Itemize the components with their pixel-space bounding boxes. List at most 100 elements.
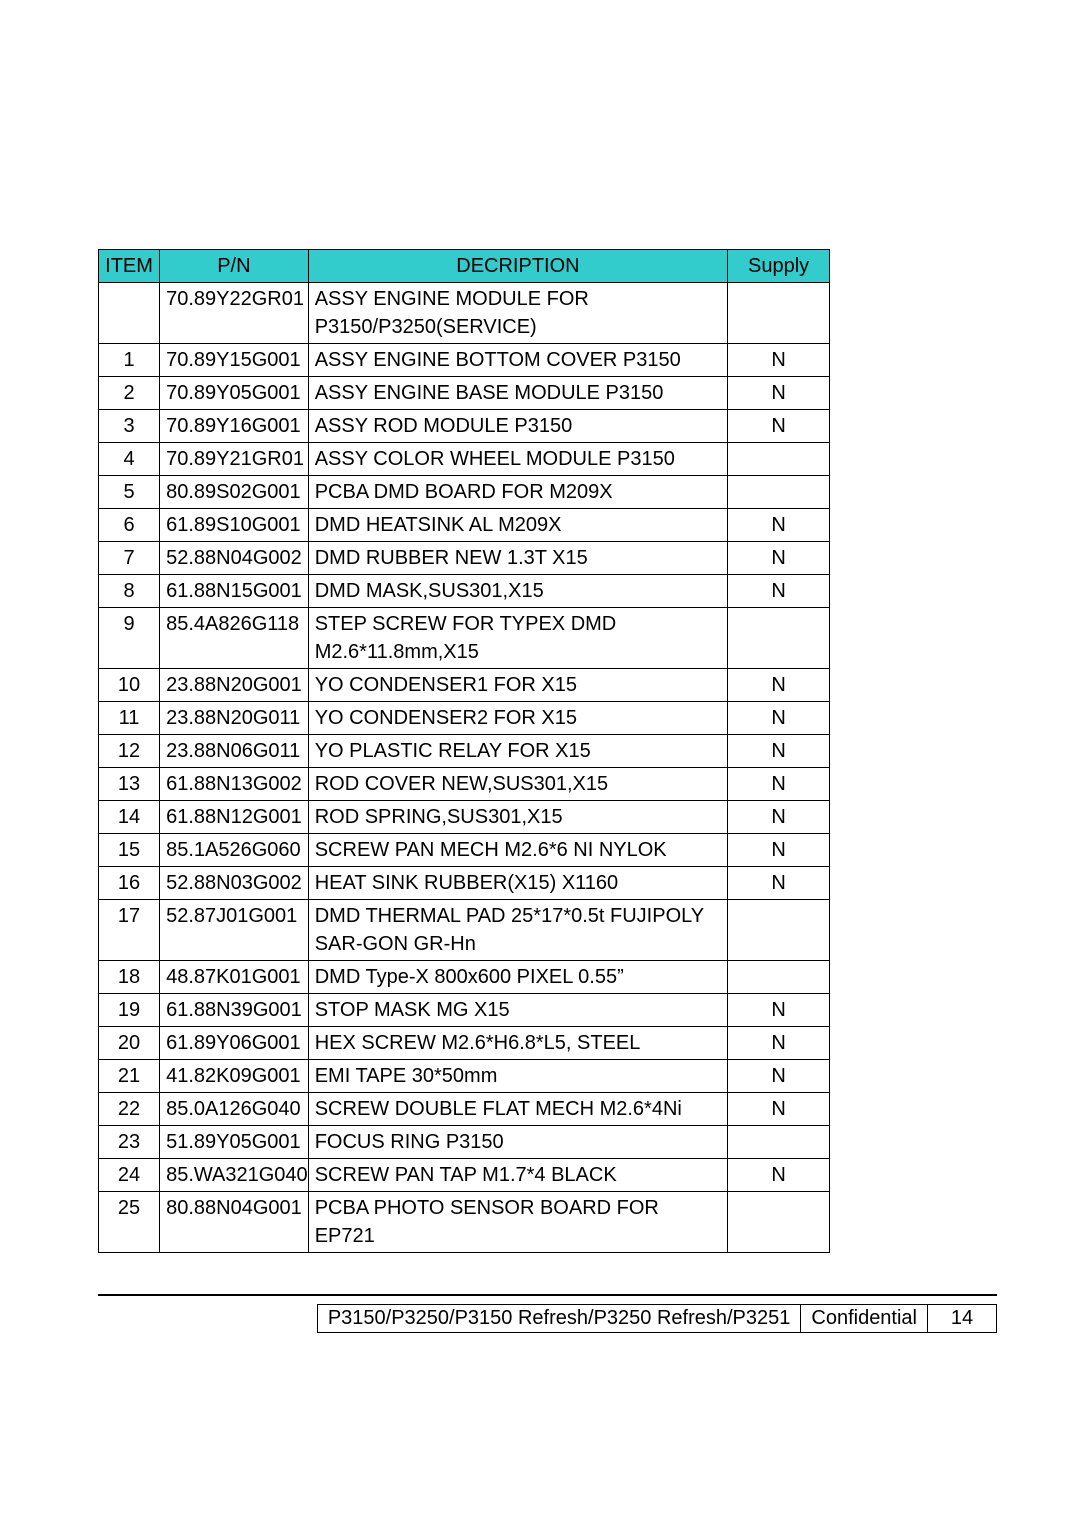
cell-supply: N: [728, 994, 830, 1027]
cell-pn: 70.89Y21GR01: [160, 443, 309, 476]
cell-item: 11: [99, 702, 160, 735]
cell-supply: N: [728, 509, 830, 542]
table-row: 1585.1A526G060SCREW PAN MECH M2.6*6 NI N…: [99, 834, 830, 867]
cell-pn: 85.4A826G118: [160, 608, 309, 669]
cell-description: HEAT SINK RUBBER(X15) X1160: [308, 867, 727, 900]
table-row: 470.89Y21GR01ASSY COLOR WHEEL MODULE P31…: [99, 443, 830, 476]
table-row: 1223.88N06G011YO PLASTIC RELAY FOR X15N: [99, 735, 830, 768]
cell-description: ASSY ROD MODULE P3150: [308, 410, 727, 443]
cell-pn: 85.1A526G060: [160, 834, 309, 867]
table-row: 2141.82K09G001EMI TAPE 30*50mmN: [99, 1060, 830, 1093]
cell-description: SCREW DOUBLE FLAT MECH M2.6*4Ni: [308, 1093, 727, 1126]
cell-description: HEX SCREW M2.6*H6.8*L5, STEEL: [308, 1027, 727, 1060]
cell-description: SCREW PAN MECH M2.6*6 NI NYLOK: [308, 834, 727, 867]
table-row: 1361.88N13G002ROD COVER NEW,SUS301,X15N: [99, 768, 830, 801]
cell-description: DMD HEATSINK AL M209X: [308, 509, 727, 542]
cell-pn: 80.89S02G001: [160, 476, 309, 509]
cell-item: 23: [99, 1126, 160, 1159]
cell-supply: [728, 608, 830, 669]
cell-supply: [728, 900, 830, 961]
cell-item: 15: [99, 834, 160, 867]
cell-description: DMD THERMAL PAD 25*17*0.5t FUJIPOLY SAR-…: [308, 900, 727, 961]
cell-supply: N: [728, 1093, 830, 1126]
cell-item: 1: [99, 344, 160, 377]
footer-inner: P3150/P3250/P3150 Refresh/P3250 Refresh/…: [98, 1304, 997, 1333]
cell-supply: N: [728, 542, 830, 575]
page-footer: P3150/P3250/P3150 Refresh/P3250 Refresh/…: [98, 1294, 997, 1333]
cell-pn: 61.88N39G001: [160, 994, 309, 1027]
table-row: 270.89Y05G001ASSY ENGINE BASE MODULE P31…: [99, 377, 830, 410]
cell-item: 20: [99, 1027, 160, 1060]
cell-pn: 70.89Y22GR01: [160, 283, 309, 344]
cell-supply: [728, 443, 830, 476]
cell-item: 17: [99, 900, 160, 961]
col-header-desc: DECRIPTION: [308, 250, 727, 283]
cell-supply: N: [728, 1027, 830, 1060]
cell-description: YO PLASTIC RELAY FOR X15: [308, 735, 727, 768]
cell-supply: N: [728, 834, 830, 867]
footer-model: P3150/P3250/P3150 Refresh/P3250 Refresh/…: [317, 1304, 802, 1333]
cell-supply: N: [728, 735, 830, 768]
cell-item: 24: [99, 1159, 160, 1192]
cell-item: 4: [99, 443, 160, 476]
cell-item: 9: [99, 608, 160, 669]
cell-pn: 61.89Y06G001: [160, 1027, 309, 1060]
cell-supply: N: [728, 702, 830, 735]
cell-description: PCBA DMD BOARD FOR M209X: [308, 476, 727, 509]
parts-table: ITEM P/N DECRIPTION Supply 70.89Y22GR01A…: [98, 249, 830, 1253]
cell-item: 5: [99, 476, 160, 509]
cell-pn: 61.89S10G001: [160, 509, 309, 542]
cell-supply: N: [728, 575, 830, 608]
cell-description: PCBA PHOTO SENSOR BOARD FOR EP721: [308, 1192, 727, 1253]
cell-item: 8: [99, 575, 160, 608]
cell-item: 2: [99, 377, 160, 410]
cell-supply: N: [728, 410, 830, 443]
table-row: 2580.88N04G001PCBA PHOTO SENSOR BOARD FO…: [99, 1192, 830, 1253]
cell-supply: N: [728, 867, 830, 900]
cell-item: [99, 283, 160, 344]
cell-pn: 41.82K09G001: [160, 1060, 309, 1093]
footer-page-number: 14: [928, 1304, 997, 1333]
cell-supply: N: [728, 344, 830, 377]
cell-pn: 85.WA321G040: [160, 1159, 309, 1192]
table-row: 861.88N15G001DMD MASK,SUS301,X15N: [99, 575, 830, 608]
cell-item: 22: [99, 1093, 160, 1126]
page: ITEM P/N DECRIPTION Supply 70.89Y22GR01A…: [0, 0, 1080, 1527]
cell-description: ROD SPRING,SUS301,X15: [308, 801, 727, 834]
cell-pn: 52.88N04G002: [160, 542, 309, 575]
cell-description: SCREW PAN TAP M1.7*4 BLACK: [308, 1159, 727, 1192]
cell-description: STOP MASK MG X15: [308, 994, 727, 1027]
table-row: 985.4A826G118STEP SCREW FOR TYPEX DMD M2…: [99, 608, 830, 669]
cell-item: 18: [99, 961, 160, 994]
cell-item: 13: [99, 768, 160, 801]
cell-supply: [728, 476, 830, 509]
table-row: 2285.0A126G040SCREW DOUBLE FLAT MECH M2.…: [99, 1093, 830, 1126]
cell-description: FOCUS RING P3150: [308, 1126, 727, 1159]
table-row: 170.89Y15G001ASSY ENGINE BOTTOM COVER P3…: [99, 344, 830, 377]
cell-item: 6: [99, 509, 160, 542]
table-row: 1023.88N20G001YO CONDENSER1 FOR X15N: [99, 669, 830, 702]
cell-pn: 52.87J01G001: [160, 900, 309, 961]
table-row: 1848.87K01G001DMD Type-X 800x600 PIXEL 0…: [99, 961, 830, 994]
cell-supply: N: [728, 377, 830, 410]
cell-supply: N: [728, 768, 830, 801]
cell-item: 7: [99, 542, 160, 575]
parts-table-wrap: ITEM P/N DECRIPTION Supply 70.89Y22GR01A…: [98, 249, 830, 1253]
cell-supply: N: [728, 801, 830, 834]
table-row: 1123.88N20G011YO CONDENSER2 FOR X15N: [99, 702, 830, 735]
cell-pn: 52.88N03G002: [160, 867, 309, 900]
cell-description: ASSY COLOR WHEEL MODULE P3150: [308, 443, 727, 476]
table-row: 370.89Y16G001ASSY ROD MODULE P3150N: [99, 410, 830, 443]
cell-pn: 80.88N04G001: [160, 1192, 309, 1253]
cell-supply: N: [728, 669, 830, 702]
table-row: 1961.88N39G001STOP MASK MG X15N: [99, 994, 830, 1027]
table-row: 1752.87J01G001DMD THERMAL PAD 25*17*0.5t…: [99, 900, 830, 961]
cell-pn: 61.88N13G002: [160, 768, 309, 801]
table-row: 70.89Y22GR01ASSY ENGINE MODULE FOR P3150…: [99, 283, 830, 344]
cell-item: 12: [99, 735, 160, 768]
table-row: 2485.WA321G040SCREW PAN TAP M1.7*4 BLACK…: [99, 1159, 830, 1192]
cell-description: EMI TAPE 30*50mm: [308, 1060, 727, 1093]
cell-pn: 70.89Y16G001: [160, 410, 309, 443]
table-row: 580.89S02G001PCBA DMD BOARD FOR M209X: [99, 476, 830, 509]
cell-pn: 61.88N15G001: [160, 575, 309, 608]
